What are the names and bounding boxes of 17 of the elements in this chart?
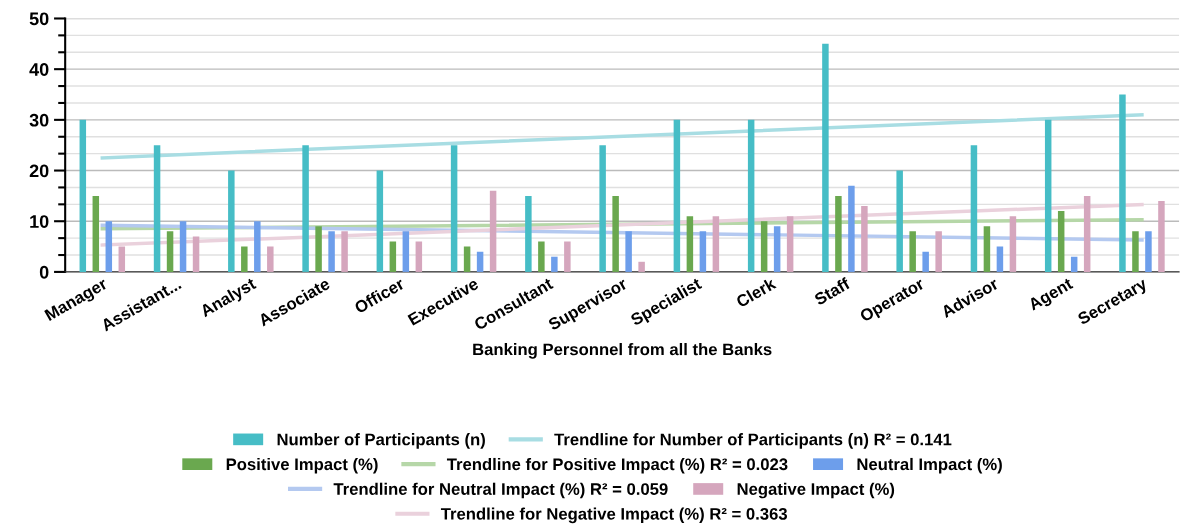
legend-label: Trendline for Positive Impact (%) R² = 0.023	[446, 457, 788, 474]
x-axis-title: Banking Personnel from all the Banks	[473, 343, 772, 359]
legend-label: Positive Impact (%)	[226, 457, 378, 474]
legend-label: Trendline for Number of Participants (n) R² = 0.141	[554, 433, 952, 449]
y-tick-label: 30	[29, 113, 49, 127]
x-tick-label: Staff	[813, 276, 852, 306]
y-tick-label: 10	[30, 215, 49, 228]
legend-label: Trendline for Neutral Impact (%) R² = 0.059	[333, 482, 668, 499]
y-tick-label: 40	[29, 63, 49, 76]
legend-label: Number of Participants (n)	[277, 433, 485, 449]
y-tick-label: 0	[39, 265, 49, 279]
legend-label: Trendline for Negative Impact (%) R² = 0.363	[440, 507, 788, 524]
legend-label: Neutral Impact (%)	[857, 457, 1002, 474]
legend-label: Negative Impact (%)	[737, 482, 895, 499]
x-tick-label: Clerk	[735, 276, 777, 308]
y-tick-label: 20	[29, 164, 49, 178]
y-tick-label: 50	[29, 12, 49, 26]
